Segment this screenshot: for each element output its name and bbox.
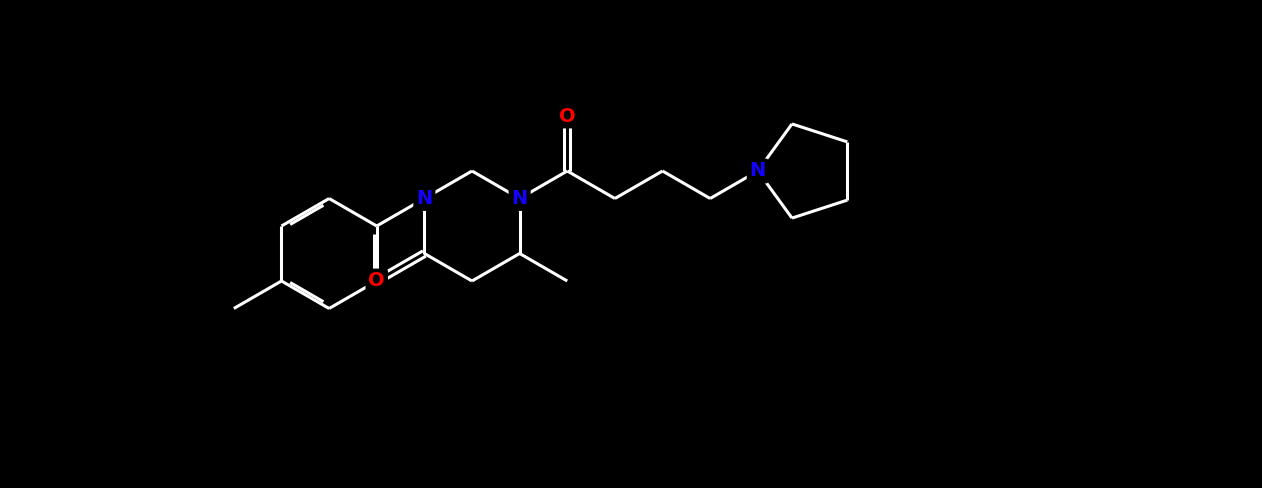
Text: N: N [511, 189, 528, 208]
Text: N: N [416, 189, 433, 208]
Text: N: N [750, 162, 766, 181]
Text: O: O [559, 106, 575, 125]
Text: O: O [369, 271, 385, 290]
